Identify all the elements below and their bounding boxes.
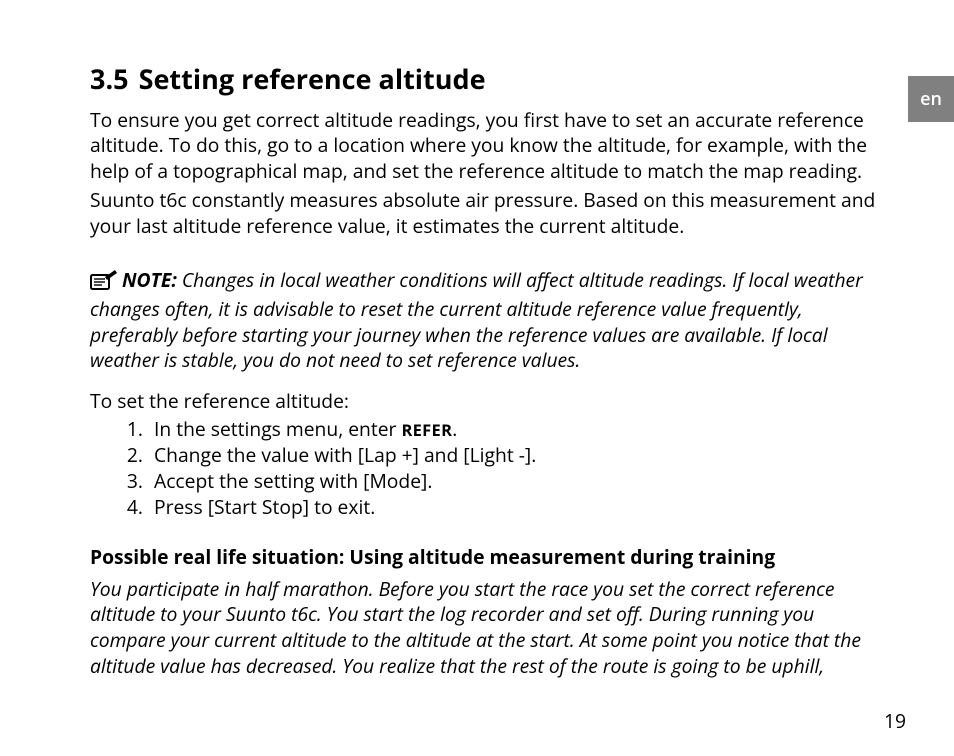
scenario-subheading: Possible real life situation: Using alti… — [90, 543, 890, 570]
step-3: Accept the setting with [Mode]. — [148, 468, 890, 494]
note-label: NOTE: — [122, 266, 177, 293]
step-1: In the settings menu, enter REFER. — [148, 416, 890, 442]
note-icon — [90, 269, 118, 296]
scenario-text: You participate in half marathon. Before… — [90, 576, 890, 679]
step-1-pre: In the settings menu, enter — [154, 415, 401, 442]
section-heading: 3.5 Setting reference altitude — [90, 60, 890, 97]
language-tab: en — [908, 76, 954, 122]
section-number: 3.5 — [90, 60, 129, 97]
steps-list: In the settings menu, enter REFER. Chang… — [148, 416, 890, 521]
section-title: Setting reference altitude — [139, 60, 486, 97]
steps-intro: To set the reference altitude: — [90, 387, 890, 414]
step-2: Change the value with [Lap +] and [Light… — [148, 442, 890, 468]
step-1-refer: REFER — [401, 418, 452, 441]
body-paragraph-2: Suunto t6c constantly measures absolute … — [90, 187, 890, 238]
step-4: Press [Start Stop] to exit. — [148, 494, 890, 520]
page-number: 19 — [884, 707, 906, 734]
note-text: Changes in local weather conditions will… — [90, 266, 863, 373]
note-block: NOTE: Changes in local weather condition… — [90, 266, 890, 372]
step-1-post: . — [452, 415, 457, 442]
body-paragraph-1: To ensure you get correct altitude readi… — [90, 107, 890, 183]
document-page: en 3.5 Setting reference altitude To ensu… — [0, 0, 954, 756]
